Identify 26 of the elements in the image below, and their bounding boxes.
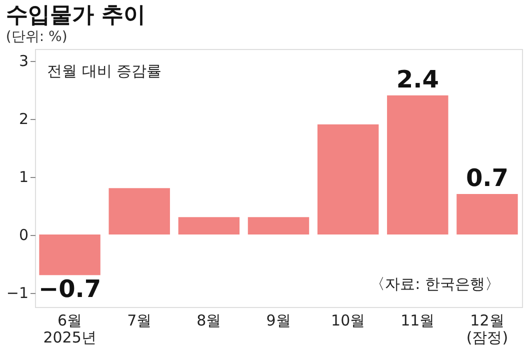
bar — [317, 124, 379, 235]
x-tick-label: 10월 — [331, 312, 366, 330]
y-tick-label: −1 — [6, 284, 28, 302]
chart-subtitle: (단위: %) — [6, 29, 68, 45]
bar — [387, 95, 448, 235]
bar — [108, 188, 170, 235]
y-tick-label: 1 — [18, 168, 28, 186]
bar — [178, 217, 240, 235]
x-tick-label: 7월 — [127, 312, 152, 330]
x-tick-label: 11월 — [400, 312, 435, 330]
annotation: 전월 대비 증감률 — [47, 62, 162, 80]
bar — [248, 217, 310, 235]
data-label: −0.7 — [38, 275, 102, 304]
x-tick-label: 6월 2025년 — [43, 312, 96, 346]
y-tick-label: 3 — [18, 52, 28, 70]
y-tick-label: 2 — [18, 110, 28, 128]
x-tick-label: 9월 — [266, 312, 291, 330]
chart-title: 수입물가 추이 — [6, 3, 146, 28]
x-tick-label: 12월 (잠정) — [466, 312, 508, 346]
data-label: 2.4 — [396, 65, 439, 94]
x-tick-label: 8월 — [196, 312, 222, 330]
annotation: 〈자료: 한국은행〉 — [370, 275, 500, 293]
y-tick-label: 0 — [18, 226, 28, 244]
bar — [456, 194, 518, 235]
data-label: 0.7 — [466, 164, 508, 192]
bar — [39, 234, 100, 276]
